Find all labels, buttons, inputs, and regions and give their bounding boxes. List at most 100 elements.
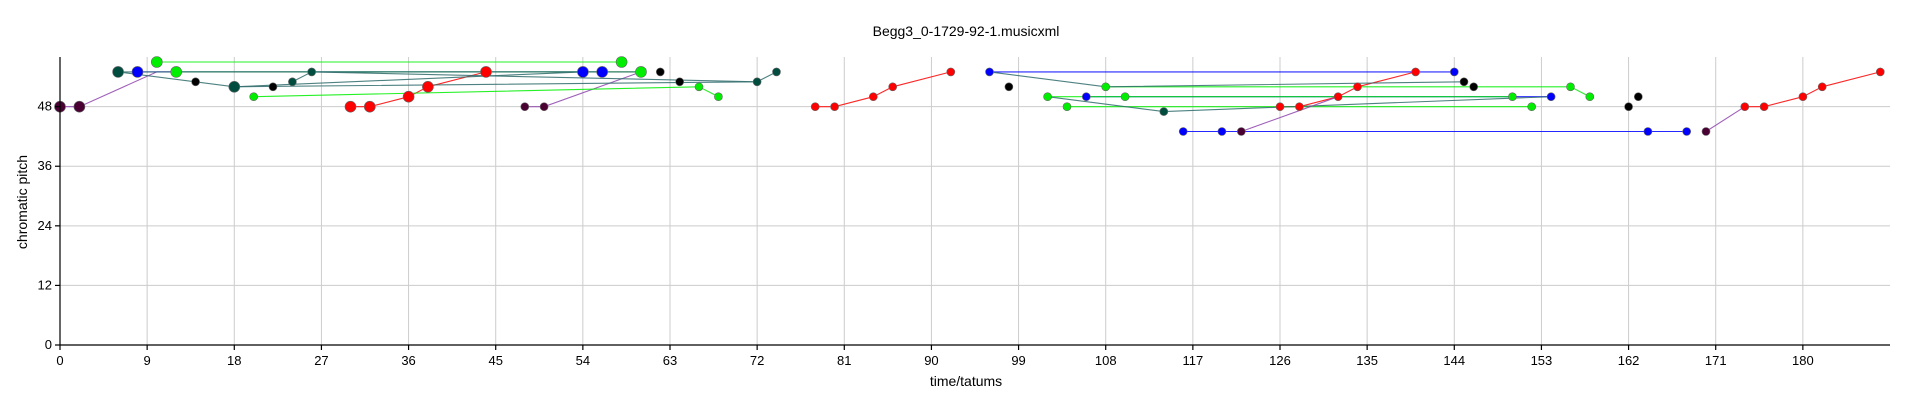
x-tick-label: 171 <box>1705 353 1727 368</box>
x-axis-label: time/tatums <box>930 373 1002 389</box>
data-point <box>1759 102 1769 111</box>
x-tick-label: 108 <box>1095 353 1117 368</box>
data-point <box>151 56 163 68</box>
data-point <box>1043 92 1052 101</box>
chart-title: Begg3_0-1729-92-1.musicxml <box>873 23 1060 39</box>
data-point <box>1508 92 1517 101</box>
x-tick-label: 9 <box>144 353 151 368</box>
series-line <box>1744 71 1881 108</box>
data-point <box>615 56 628 68</box>
data-point <box>946 67 956 77</box>
data-point <box>1120 92 1130 101</box>
data-point <box>810 102 820 111</box>
data-point <box>596 66 609 78</box>
data-point <box>577 66 589 78</box>
x-tick-label: 117 <box>1182 353 1203 368</box>
data-point <box>1817 82 1827 92</box>
data-point <box>1411 67 1420 77</box>
x-tick-label: 18 <box>227 353 241 368</box>
y-axis-label: chromatic pitch <box>14 155 30 249</box>
y-tick-label: 24 <box>38 218 52 233</box>
y-tick-label: 48 <box>38 99 52 114</box>
data-point <box>268 82 278 92</box>
data-point <box>73 100 86 113</box>
data-point <box>1798 92 1808 101</box>
data-point <box>1450 67 1459 77</box>
data-point <box>635 66 647 78</box>
series-line <box>815 71 951 108</box>
x-tick-label: 153 <box>1531 353 1553 368</box>
data-point <box>1701 127 1711 136</box>
x-tick-label: 36 <box>401 353 415 368</box>
data-point <box>1062 102 1072 111</box>
data-point <box>170 66 182 78</box>
series-line <box>1280 71 1416 108</box>
series-line <box>292 71 758 83</box>
data-point <box>1295 102 1304 111</box>
series-line <box>989 71 1465 88</box>
data-point <box>1178 127 1188 136</box>
data-point <box>675 77 685 87</box>
data-point <box>985 67 994 77</box>
data-point <box>1566 82 1575 92</box>
series-lines <box>60 61 1881 133</box>
x-tick-label: 27 <box>314 353 328 368</box>
data-point <box>1159 107 1169 116</box>
data-point <box>1333 92 1343 101</box>
data-point <box>1082 92 1091 101</box>
data-point <box>1101 82 1110 92</box>
series-line <box>1241 96 1339 133</box>
data-point <box>1585 92 1595 101</box>
data-point <box>307 67 317 77</box>
data-point <box>1876 67 1885 77</box>
x-tick-label: 63 <box>663 353 677 368</box>
x-tick-label: 99 <box>1011 353 1025 368</box>
data-point <box>1217 127 1227 136</box>
data-point <box>772 67 781 77</box>
data-point <box>520 102 530 111</box>
series-line <box>1705 106 1746 132</box>
data-point <box>112 66 124 78</box>
x-tick-label: 54 <box>576 353 590 368</box>
data-point <box>131 66 144 78</box>
x-tick-label: 144 <box>1443 353 1465 368</box>
series-line <box>118 71 777 88</box>
data-point <box>422 81 434 93</box>
data-point <box>344 100 357 113</box>
data-point <box>249 92 258 101</box>
data-point <box>1469 82 1478 92</box>
x-tick-label: 126 <box>1269 353 1291 368</box>
data-point <box>363 100 376 113</box>
data-point <box>694 82 704 92</box>
data-point <box>1682 127 1691 136</box>
series-points <box>54 56 1885 136</box>
series-line <box>253 86 719 98</box>
x-tick-label: 162 <box>1618 353 1640 368</box>
data-point <box>288 77 297 87</box>
data-point <box>752 77 762 87</box>
y-tick-label: 12 <box>38 277 52 292</box>
x-tick-label: 72 <box>750 353 764 368</box>
data-point <box>868 92 878 101</box>
data-point <box>1275 102 1285 111</box>
x-tick-label: 0 <box>56 353 63 368</box>
data-point <box>1740 102 1750 111</box>
x-tick-label: 90 <box>924 353 938 368</box>
x-tick-label: 45 <box>488 353 502 368</box>
data-point <box>1624 102 1633 111</box>
data-point <box>1459 77 1469 87</box>
data-point <box>1237 127 1246 136</box>
data-point <box>1643 127 1653 136</box>
data-point <box>228 81 241 93</box>
data-point <box>1353 82 1362 92</box>
grid <box>59 57 1890 346</box>
x-tick-label: 180 <box>1792 353 1814 368</box>
data-point <box>830 102 839 111</box>
data-point <box>1527 102 1536 111</box>
x-tick-label: 135 <box>1356 353 1378 368</box>
data-point <box>1634 92 1643 101</box>
data-point <box>539 102 549 111</box>
data-point <box>191 77 200 87</box>
y-tick-label: 36 <box>38 158 52 173</box>
data-point <box>480 66 492 78</box>
